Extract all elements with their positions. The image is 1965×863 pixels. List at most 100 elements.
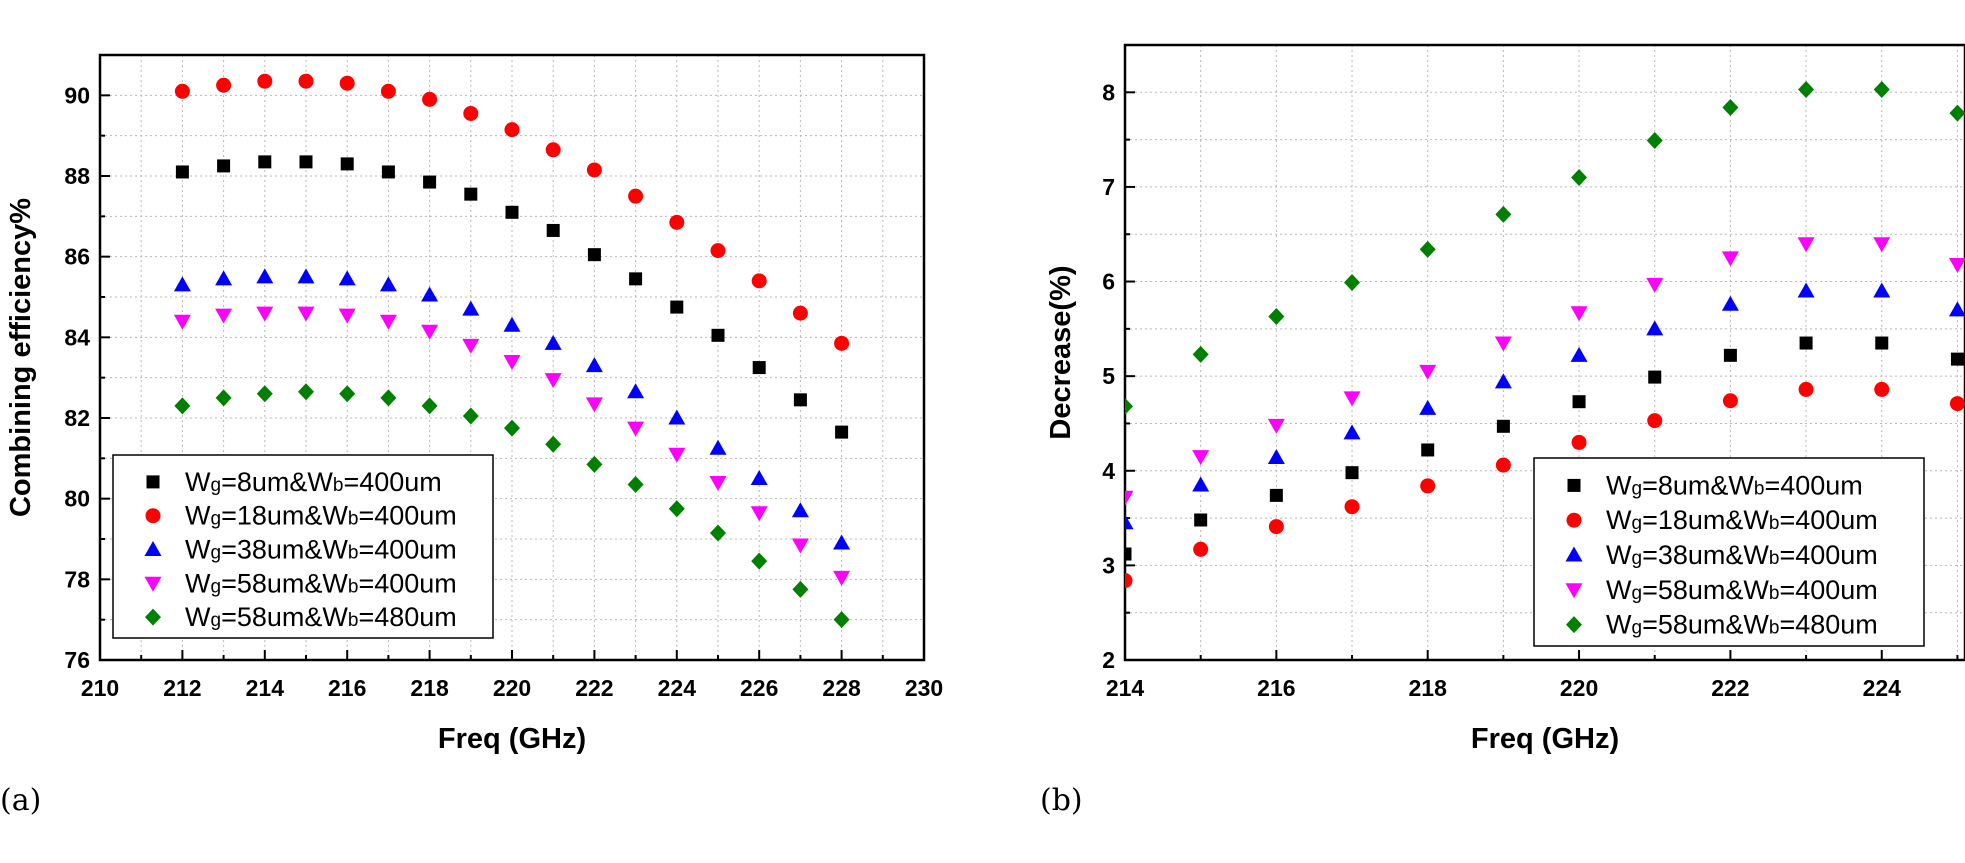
legend-entry: Wg=8um&Wb=400um xyxy=(1606,470,1863,500)
series-5 xyxy=(1125,80,1965,415)
y-tick-label: 3 xyxy=(1102,552,1115,578)
data-point xyxy=(669,214,685,230)
data-point xyxy=(338,308,356,324)
x-tick-label: 218 xyxy=(410,675,449,701)
x-tick-label: 224 xyxy=(658,675,697,701)
data-point xyxy=(1269,488,1283,502)
series-3 xyxy=(1125,282,1965,530)
data-point xyxy=(1646,320,1664,336)
legend-marker xyxy=(1566,512,1582,528)
data-point xyxy=(1799,336,1813,350)
series-4 xyxy=(173,306,851,586)
data-point xyxy=(1419,399,1437,415)
data-point xyxy=(1420,478,1436,494)
data-point xyxy=(751,273,767,289)
legend-entry: Wg=18um&Wb=400um xyxy=(185,501,457,531)
data-point xyxy=(792,580,809,598)
y-tick-label: 6 xyxy=(1102,269,1115,295)
data-point xyxy=(792,305,808,321)
data-point xyxy=(504,122,520,138)
data-point xyxy=(215,270,233,286)
data-point xyxy=(1494,373,1512,389)
data-point xyxy=(175,165,189,179)
data-point xyxy=(1721,251,1739,267)
data-point xyxy=(545,435,562,453)
data-point xyxy=(546,223,560,237)
data-point xyxy=(833,611,850,629)
y-axis-label-b: Decrease(%) xyxy=(1045,265,1077,439)
data-point xyxy=(833,570,851,586)
data-point xyxy=(1873,282,1891,298)
data-point xyxy=(793,393,807,407)
data-point xyxy=(1798,381,1814,397)
legend-marker xyxy=(146,475,160,489)
data-point xyxy=(629,272,643,286)
data-point xyxy=(1343,391,1361,407)
y-tick-label: 88 xyxy=(64,163,90,189)
data-point xyxy=(339,385,356,403)
data-point xyxy=(462,338,480,354)
gridlines-b xyxy=(1125,45,1965,660)
data-point xyxy=(709,439,727,455)
x-axis-label-a: Freq (GHz) xyxy=(438,723,586,755)
series-2 xyxy=(174,73,850,351)
y-tick-label: 80 xyxy=(64,486,90,512)
chart-panel-b: 214 216 218 220 222 224 2 3 4 5 6 7 8 Freq (GHz) Decre… xyxy=(1040,43,1965,818)
data-point xyxy=(379,276,397,292)
data-point xyxy=(380,83,396,99)
data-point xyxy=(215,308,233,324)
data-point xyxy=(421,397,438,415)
data-point xyxy=(1192,345,1209,363)
y-axis-b: 2 3 4 5 6 7 8 xyxy=(1102,44,1135,673)
data-point xyxy=(668,409,686,425)
data-point xyxy=(750,470,768,485)
legend-entry: Wg=18um&Wb=400um xyxy=(1606,505,1878,535)
data-point xyxy=(1267,449,1285,465)
data-point xyxy=(751,552,768,570)
data-point xyxy=(1268,519,1284,535)
data-point xyxy=(1646,277,1664,293)
y-axis-label-a: Combining efficiency% xyxy=(5,198,37,517)
x-tick-label: 222 xyxy=(1711,675,1749,701)
x-tick-label: 216 xyxy=(1257,675,1295,701)
y-tick-label: 78 xyxy=(64,566,90,592)
data-point xyxy=(587,248,601,262)
y-tick-label: 76 xyxy=(64,647,90,673)
data-point xyxy=(545,142,561,158)
data-point xyxy=(297,268,315,284)
data-point xyxy=(1570,346,1588,362)
data-point xyxy=(1419,240,1436,258)
data-point xyxy=(670,300,684,314)
x-tick-label: 210 xyxy=(81,675,119,701)
series-2 xyxy=(1125,381,1965,589)
data-point xyxy=(298,383,314,401)
data-point xyxy=(544,334,562,350)
x-axis-a: 210 212 214 216 218 220 222 224 226 228 230 xyxy=(81,650,943,701)
data-point xyxy=(381,165,395,179)
series-5 xyxy=(174,383,850,629)
y-tick-label: 4 xyxy=(1102,458,1115,484)
data-point xyxy=(1125,490,1134,506)
x-axis-label-b: Freq (GHz) xyxy=(1471,723,1619,755)
data-point xyxy=(1721,295,1739,311)
data-point xyxy=(1798,80,1815,98)
data-point xyxy=(503,355,521,371)
data-point xyxy=(1572,395,1586,409)
data-point xyxy=(1873,237,1891,253)
data-point xyxy=(464,187,478,201)
data-point xyxy=(1948,258,1965,274)
x-tick-label: 230 xyxy=(905,675,943,701)
data-point xyxy=(173,314,191,330)
y-tick-label: 82 xyxy=(64,405,90,431)
data-point xyxy=(298,73,314,89)
legend-marker xyxy=(145,608,161,626)
legend-entry: Wg=58um&Wb=480um xyxy=(1606,610,1878,640)
data-point xyxy=(1267,418,1285,434)
data-point xyxy=(1648,370,1662,384)
data-point xyxy=(544,373,562,389)
data-point xyxy=(586,455,603,473)
data-point xyxy=(504,419,520,437)
series-1 xyxy=(1125,336,1964,561)
data-point xyxy=(585,397,603,413)
